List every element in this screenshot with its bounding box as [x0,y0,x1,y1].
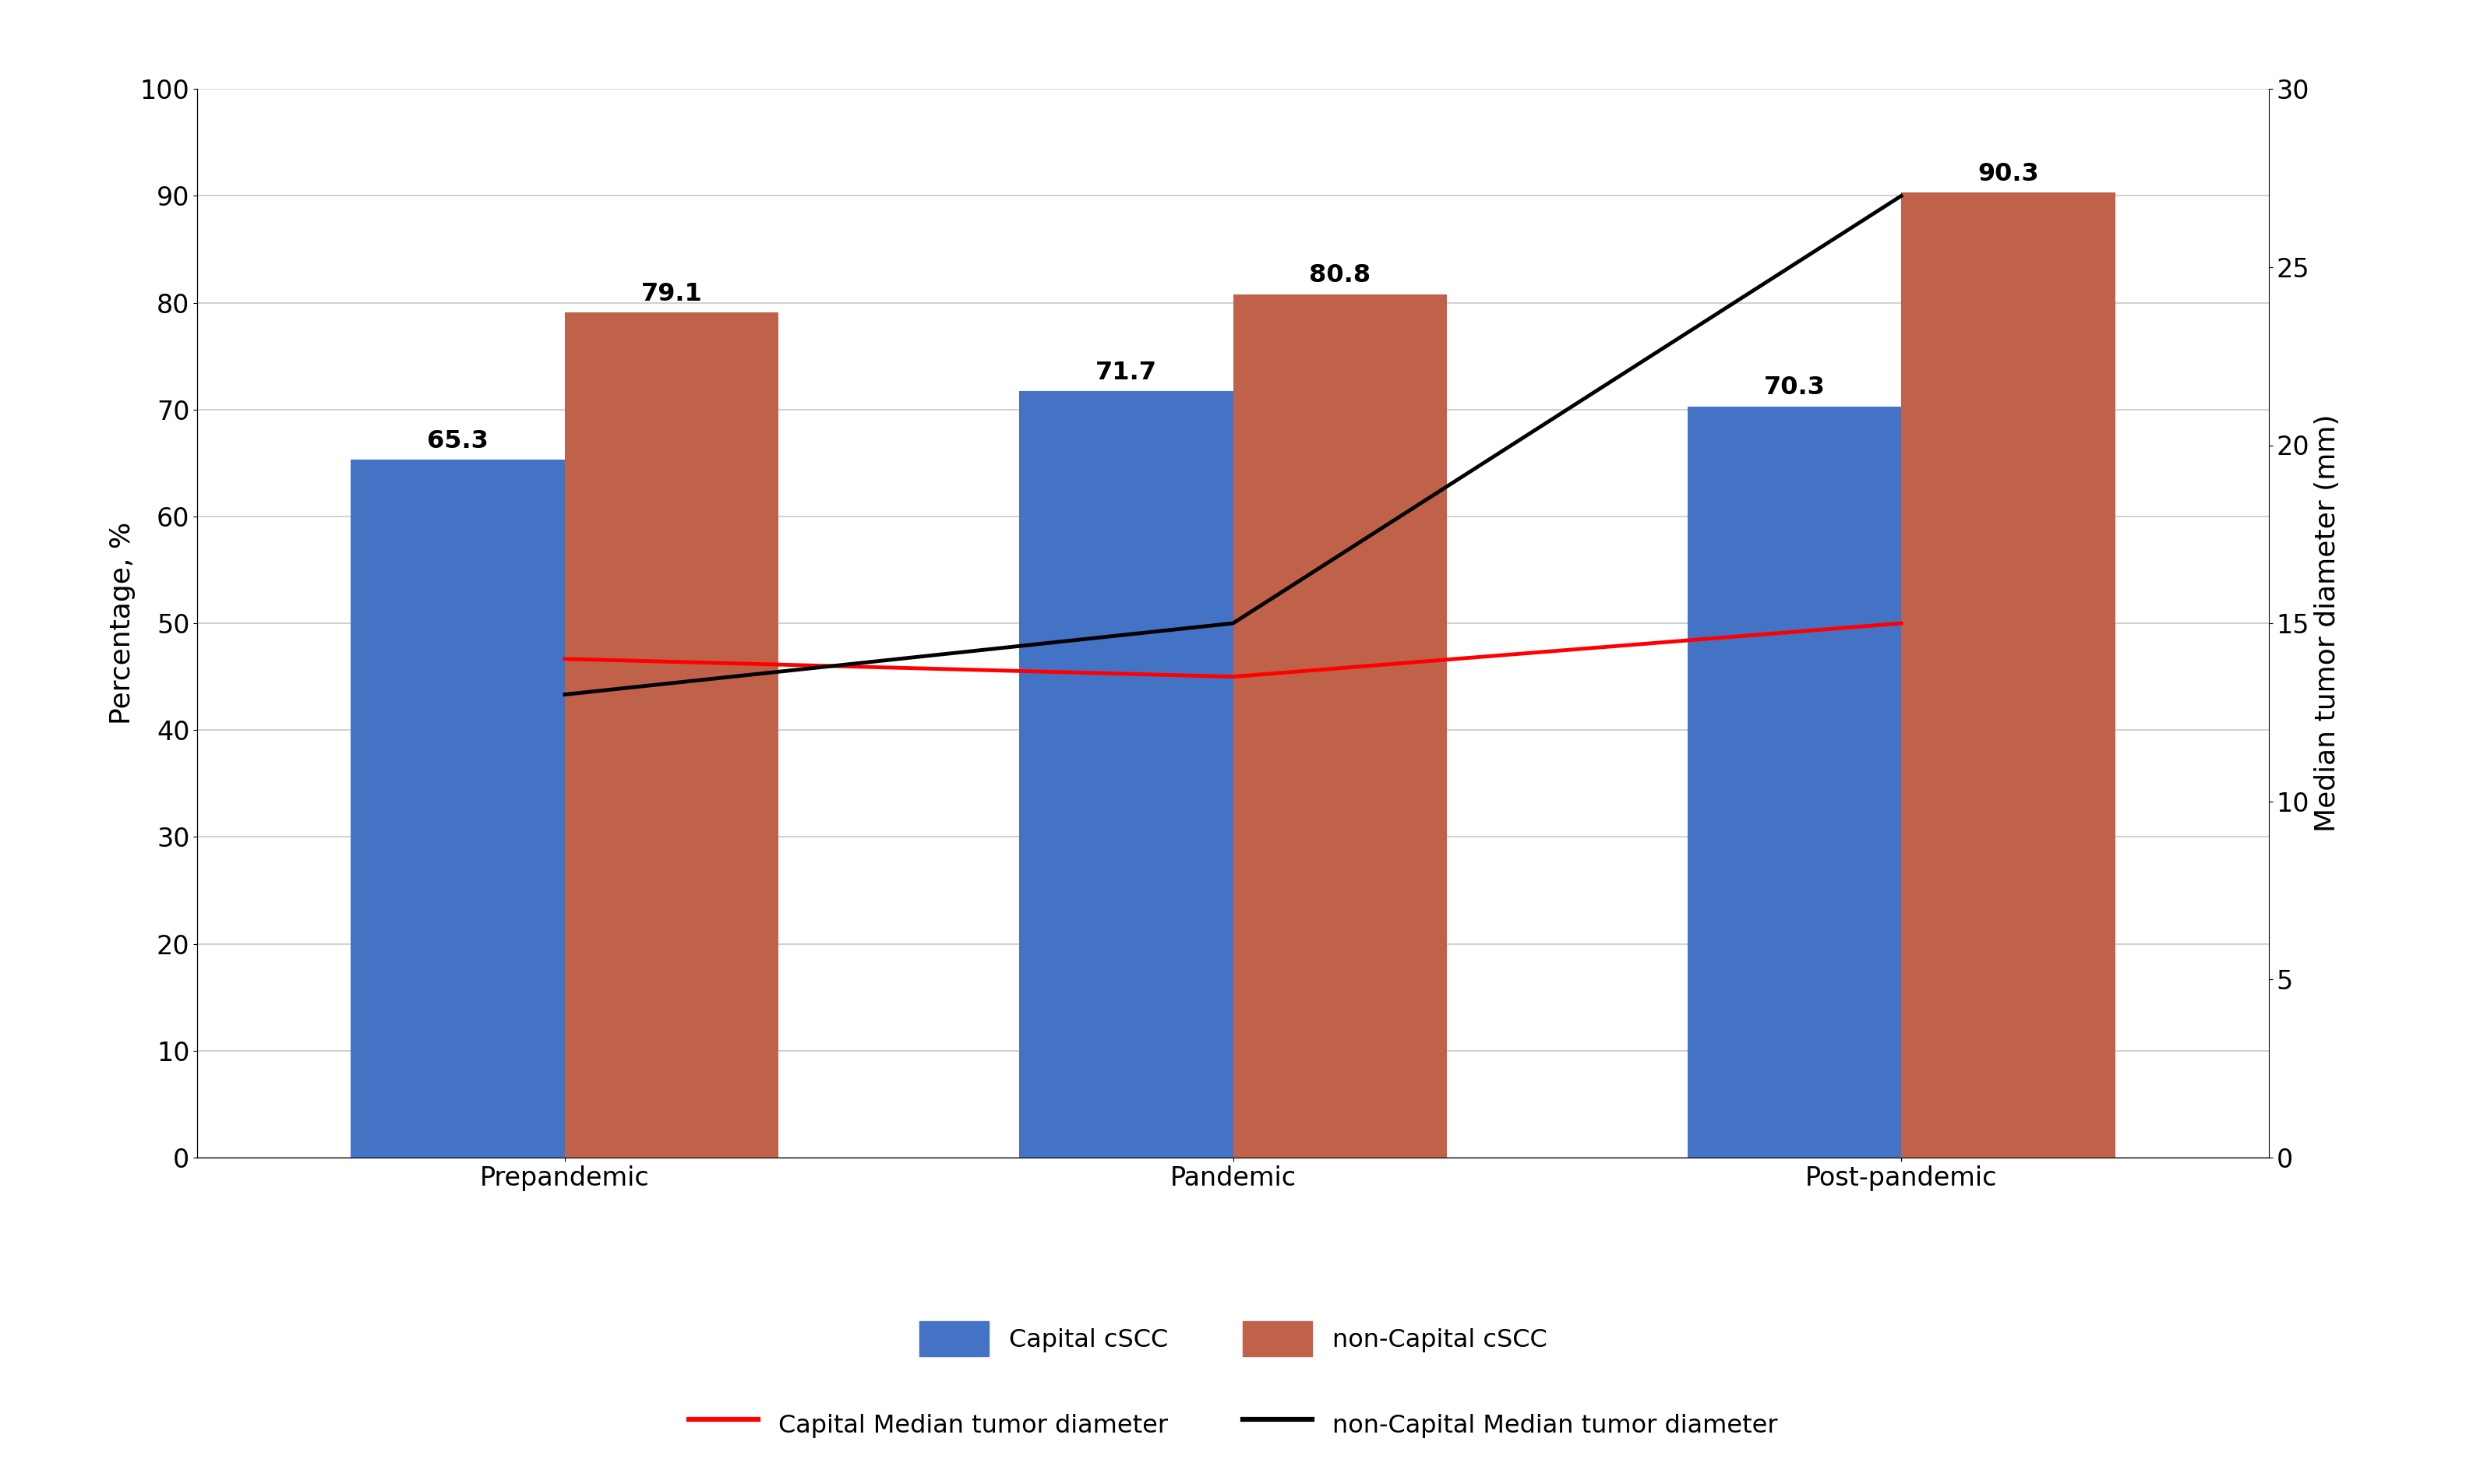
Legend: Capital Median tumor diameter, non-Capital Median tumor diameter: Capital Median tumor diameter, non-Capit… [676,1395,1790,1454]
Text: 71.7: 71.7 [1095,361,1157,384]
Bar [1687,407,1901,1158]
Bar [350,460,565,1158]
Bar [1233,294,1448,1158]
Text: 90.3: 90.3 [1978,162,2039,187]
Y-axis label: Percentage, %: Percentage, % [109,522,136,724]
Text: 65.3: 65.3 [427,429,488,454]
Bar [1901,193,2116,1158]
Text: 80.8: 80.8 [1309,264,1371,288]
Bar [1018,392,1233,1158]
Text: 70.3: 70.3 [1763,375,1825,401]
Y-axis label: Median tumor diameter (mm): Median tumor diameter (mm) [2313,414,2340,833]
Text: 79.1: 79.1 [641,282,703,306]
Bar [565,312,779,1158]
